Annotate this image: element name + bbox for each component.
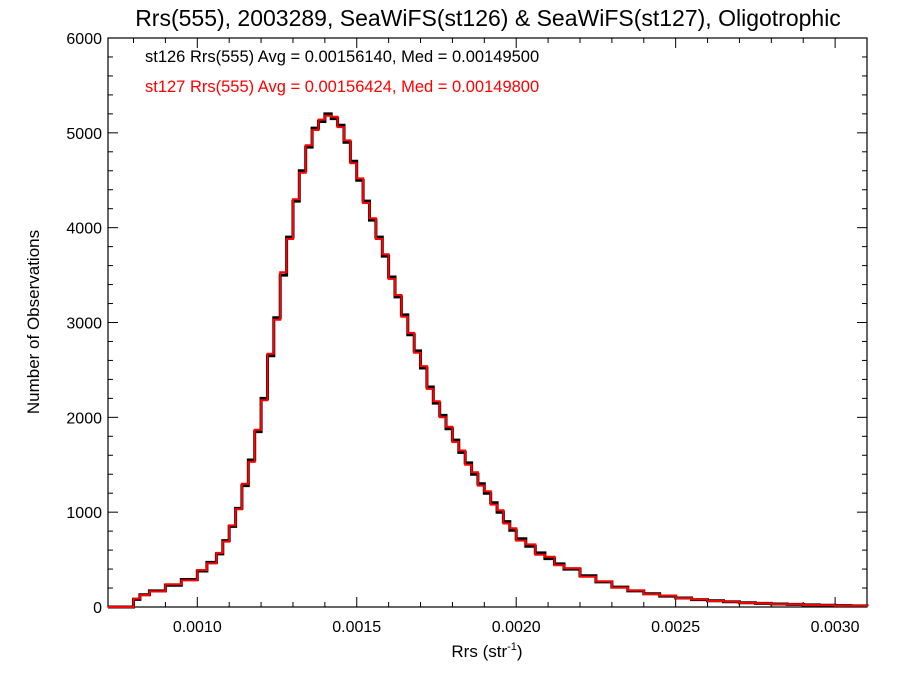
- x-axis-label-main: Rrs (str: [451, 642, 507, 661]
- annotation-st127: st127 Rrs(555) Avg = 0.00156424, Med = 0…: [145, 78, 539, 96]
- x-axis-label-close: ): [517, 642, 523, 661]
- x-axis: 0.0010 0.0015 0.0020 0.0025 0.0030: [133, 38, 860, 636]
- x-tick-label: 0.0015: [332, 619, 381, 636]
- x-axis-label: Rrs (str-1): [451, 641, 522, 661]
- x-tick-label: 0.0010: [173, 619, 222, 636]
- y-tick-label: 4000: [66, 221, 102, 238]
- x-axis-label-sup: -1: [507, 641, 517, 653]
- y-axis-label: Number of Observations: [24, 230, 43, 414]
- histogram-series-0: [108, 112, 869, 609]
- y-tick-label: 0: [93, 600, 102, 617]
- histogram-series-1: [108, 114, 868, 608]
- y-tick-label: 2000: [66, 410, 102, 427]
- y-tick-label: 6000: [66, 31, 102, 48]
- annotation-st126: st126 Rrs(555) Avg = 0.00156140, Med = 0…: [145, 48, 539, 66]
- plot-frame: [107, 37, 868, 608]
- y-axis: 0 1000 2000 3000 4000 5000 6000: [66, 31, 867, 617]
- y-tick-label: 1000: [66, 505, 102, 522]
- series-layer: [108, 112, 869, 609]
- y-tick-label: 3000: [66, 316, 102, 333]
- x-tick-label: 0.0025: [651, 619, 700, 636]
- y-tick-label: 5000: [66, 126, 102, 143]
- x-tick-label: 0.0030: [811, 619, 860, 636]
- chart-title: Rrs(555), 2003289, SeaWiFS(st126) & SeaW…: [135, 5, 841, 31]
- x-tick-label: 0.0020: [492, 619, 541, 636]
